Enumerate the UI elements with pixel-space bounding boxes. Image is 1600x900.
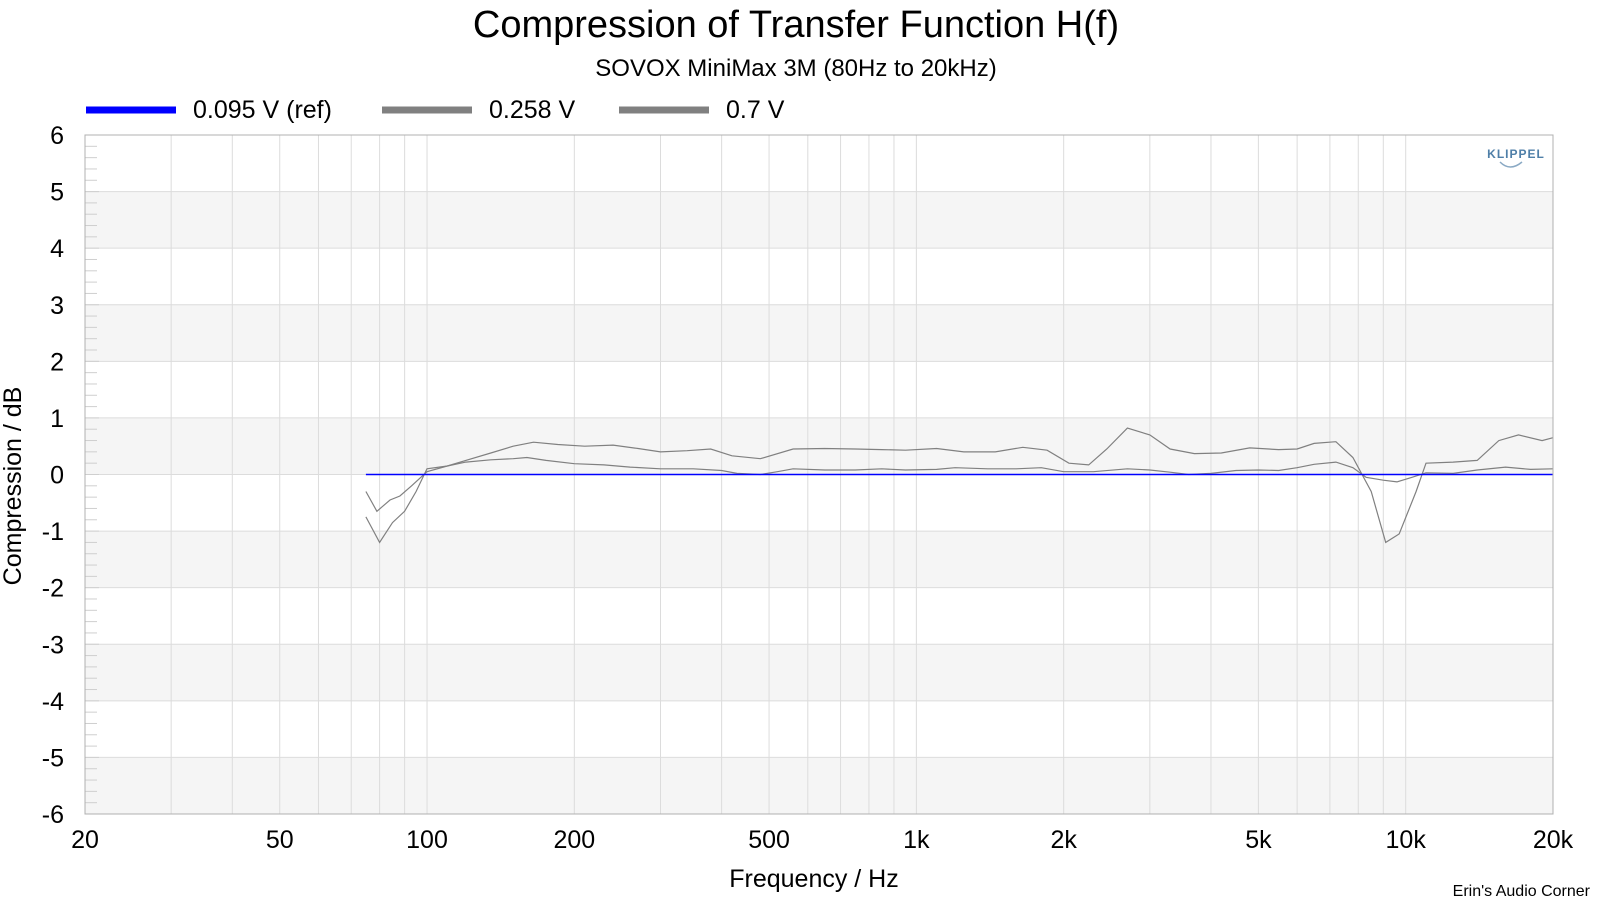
x-tick-label: 20k [1533,826,1574,854]
klippel-logo-text: KLIPPEL [1487,147,1545,161]
y-tick-label: 4 [50,235,64,263]
chart-title: Compression of Transfer Function H(f) [473,4,1119,46]
credit-text: Erin's Audio Corner [1453,883,1591,900]
chart-subtitle: SOVOX MiniMax 3M (80Hz to 20kHz) [595,55,996,82]
x-tick-label: 200 [553,826,595,854]
x-tick-label: 100 [406,826,448,854]
plot-border [84,134,1554,815]
x-tick-label: 50 [266,826,294,854]
band [85,757,1553,814]
x-tick-label: 2k [1050,826,1077,854]
y-tick-label: -1 [42,518,64,546]
y-tick-label: 3 [50,292,64,320]
plot-area [84,134,1554,815]
y-tick-labels: 6 5 4 3 2 1 0 -1 -2 -3 -4 -5 -6 [42,122,64,829]
band [85,644,1553,701]
x-tick-label: 5k [1245,826,1272,854]
klippel-logo: KLIPPEL [1487,147,1545,168]
y-minor-ticks [85,134,99,815]
y-tick-label: -2 [42,575,64,603]
series-layer [365,427,1554,544]
band [85,361,1553,418]
band [85,304,1553,362]
background-bands [85,135,1553,814]
x-tick-label: 20 [71,826,99,854]
y-axis-label: Compression / dB [0,387,27,586]
y-tick-label: -5 [42,744,64,772]
band [85,248,1553,305]
y-tick-label: 2 [50,348,64,376]
legend-label: 0.7 V [726,96,785,124]
legend: 0.095 V (ref) 0.258 V 0.7 V [86,96,785,124]
band [85,474,1553,532]
band [85,531,1553,588]
y-tick-label: 5 [50,179,64,207]
klippel-logo-swoosh [1499,161,1523,168]
band [85,191,1553,249]
series-line [365,456,1554,513]
legend-label: 0.095 V (ref) [193,96,332,124]
x-tick-label: 1k [903,826,930,854]
y-tick-label: -6 [42,801,64,829]
y-tick-label: 0 [50,462,64,490]
series-line [365,427,1554,544]
legend-label: 0.258 V [489,96,576,124]
band [85,587,1553,645]
y-tick-label: 6 [50,122,64,150]
x-axis-label: Frequency / Hz [729,865,899,893]
band [85,700,1553,758]
y-tick-label: -4 [42,688,64,716]
x-tick-label: 500 [748,826,790,854]
band [85,135,1553,192]
x-tick-label: 10k [1386,826,1427,854]
y-tick-label: 1 [50,405,64,433]
x-tick-labels: 20 50 100 200 500 1k 2k 5k 10k 20k [71,826,1574,854]
band [85,417,1553,475]
y-tick-label: -3 [42,631,64,659]
